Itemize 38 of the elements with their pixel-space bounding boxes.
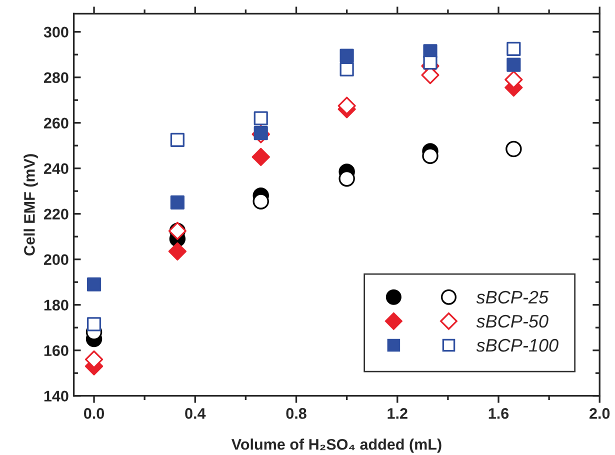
x-tick-label: 1.6	[488, 408, 509, 419]
point	[422, 148, 438, 164]
legend-label: sBCP-100	[476, 338, 558, 352]
point	[254, 111, 268, 126]
x-tick-label: 2.0	[590, 408, 610, 419]
x-tick-label: 0.0	[84, 408, 104, 419]
y-tick-label: 160	[44, 345, 68, 356]
x-tick-label: 0.8	[286, 408, 306, 419]
x-tick-label: 1.2	[388, 408, 408, 419]
x-axis-title: Volume of H₂SO₄ added (mL)	[231, 438, 442, 453]
y-tick-label: 280	[44, 72, 68, 84]
legend-label: sBCP-50	[476, 314, 548, 328]
point	[506, 58, 521, 72]
y-tick-label: 240	[44, 163, 68, 174]
y-tick-label: 200	[44, 254, 68, 266]
point	[506, 42, 521, 56]
point	[252, 193, 269, 210]
point	[170, 132, 184, 147]
point	[252, 148, 270, 166]
y-tick-label: 260	[44, 118, 68, 129]
y-tick-label: 300	[44, 26, 68, 38]
point	[506, 140, 522, 158]
point	[338, 96, 356, 115]
x-tick-label: 0.4	[185, 408, 206, 419]
point	[86, 317, 102, 332]
point	[170, 195, 184, 210]
y-tick-label: 140	[44, 390, 68, 402]
point	[340, 48, 354, 63]
point	[338, 170, 355, 187]
y-tick-label: 220	[44, 208, 68, 220]
point	[168, 242, 186, 260]
point	[84, 350, 104, 368]
y-tick-label: 180	[44, 300, 68, 311]
point	[86, 277, 102, 292]
point	[423, 56, 438, 70]
point	[504, 70, 523, 89]
legend-label: sBCP-25	[476, 290, 549, 304]
y-axis-title: Cell EMF (mV)	[24, 154, 38, 256]
